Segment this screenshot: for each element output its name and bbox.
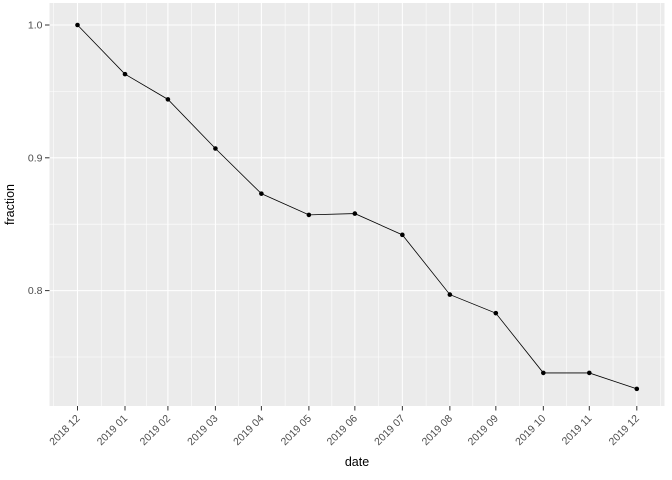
grid-major bbox=[49, 3, 665, 406]
data-point bbox=[493, 310, 499, 316]
y-axis-title: fraction bbox=[3, 184, 17, 225]
data-point bbox=[352, 211, 358, 216]
y-tick-label: 0.9 bbox=[28, 152, 43, 164]
grid-minor bbox=[49, 3, 665, 406]
data-point bbox=[541, 370, 546, 376]
data-point bbox=[122, 71, 128, 77]
data-point bbox=[586, 370, 592, 376]
data-point bbox=[447, 292, 453, 297]
data-points bbox=[75, 22, 640, 392]
data-point bbox=[165, 97, 171, 102]
y-tick-label: 0.8 bbox=[28, 285, 43, 297]
data-point bbox=[75, 22, 80, 28]
data-point bbox=[400, 232, 405, 238]
data-point bbox=[306, 212, 312, 218]
y-axis-labels: 1.0 0.9 0.8 bbox=[28, 20, 43, 298]
data-point bbox=[259, 191, 264, 196]
data-point bbox=[213, 146, 218, 151]
axis-tick-marks bbox=[45, 24, 638, 411]
y-tick-label: 1.0 bbox=[28, 20, 43, 32]
x-axis-title: date bbox=[345, 455, 369, 469]
data-point bbox=[634, 386, 640, 392]
plot-panel bbox=[49, 3, 665, 406]
